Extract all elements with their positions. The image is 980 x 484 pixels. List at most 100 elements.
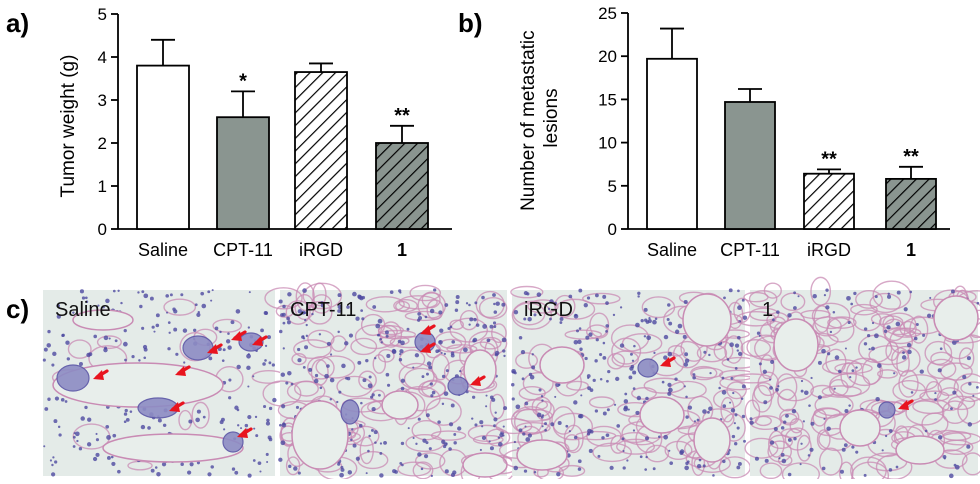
nucleus-dot: [850, 302, 854, 306]
bar-irgd: [803, 172, 855, 230]
nucleus-dot: [438, 339, 443, 345]
nucleus-dot: [384, 330, 389, 335]
tissue-strand: [641, 296, 676, 319]
nucleus-dot: [602, 355, 607, 360]
nucleus-dot: [863, 473, 867, 477]
nucleus-dot: [809, 447, 814, 452]
nucleus-dot: [742, 315, 748, 320]
nucleus-dot: [853, 291, 857, 296]
nucleus-dot: [943, 457, 946, 460]
nucleus-dot: [272, 397, 277, 403]
nucleus-dot: [773, 427, 778, 432]
tissue-strand: [358, 370, 377, 390]
nucleus-dot: [52, 456, 55, 459]
nucleus-dot: [371, 393, 375, 397]
nucleus-dot: [194, 303, 198, 307]
nucleus-dot: [481, 435, 487, 441]
nucleus-dot: [430, 474, 433, 478]
nucleus-dot: [938, 435, 943, 440]
nucleus-dot: [259, 470, 262, 473]
nucleus-dot: [644, 436, 650, 441]
tissue-strand: [588, 396, 615, 409]
nucleus-dot: [141, 326, 145, 330]
nucleus-dot: [648, 317, 651, 320]
nucleus-dot: [803, 390, 809, 396]
tissue-strand: [855, 290, 883, 309]
tissue-strand: [611, 337, 642, 365]
nucleus-dot: [606, 408, 610, 412]
nucleus-dot: [303, 311, 307, 315]
nucleus-dot: [913, 336, 918, 341]
nucleus-dot: [966, 356, 971, 361]
nucleus-dot: [737, 461, 742, 466]
nucleus-dot: [764, 458, 769, 463]
airspace: [539, 346, 585, 384]
nucleus-dot: [513, 440, 517, 444]
tissue-strand: [191, 401, 210, 429]
tissue-strand: [889, 329, 914, 354]
nucleus-dot: [702, 464, 706, 468]
y-tick-label: 0: [98, 220, 107, 239]
nucleus-dot: [553, 301, 557, 305]
nucleus-dot: [228, 378, 232, 382]
nucleus-dot: [493, 310, 498, 314]
nucleus-dot: [652, 467, 656, 471]
airspace: [773, 318, 819, 372]
nucleus-dot: [712, 474, 715, 477]
nucleus-dot: [374, 356, 377, 360]
nucleus-dot: [444, 303, 449, 307]
nucleus-dot: [429, 308, 435, 314]
nucleus-dot: [468, 323, 471, 326]
nucleus-dot: [448, 447, 452, 451]
nucleus-dot: [415, 442, 418, 446]
nucleus-dot: [143, 356, 147, 360]
nucleus-dot: [527, 316, 532, 322]
nucleus-dot: [583, 303, 588, 308]
nucleus-dot: [968, 382, 972, 386]
lesion-arrow-icon: [420, 342, 436, 353]
tissue-strand: [726, 381, 747, 400]
nucleus-dot: [400, 378, 405, 383]
nucleus-dot: [240, 427, 243, 430]
nucleus-dot: [893, 372, 896, 375]
nucleus-dot: [635, 410, 640, 415]
nucleus-dot: [386, 353, 391, 358]
nucleus-dot: [337, 309, 342, 313]
nucleus-dot: [640, 318, 644, 323]
nucleus-dot: [544, 428, 547, 432]
tissue-strand: [359, 436, 374, 465]
nucleus-dot: [297, 347, 301, 352]
nucleus-dot: [523, 291, 528, 296]
tissue-strand: [821, 359, 863, 375]
nucleus-dot: [208, 356, 213, 361]
nucleus-dot: [674, 377, 678, 381]
nucleus-dot: [438, 310, 443, 315]
tissue-strand: [515, 352, 538, 369]
tissue-strand: [472, 434, 504, 445]
nucleus-dot: [602, 294, 607, 299]
nucleus-dot: [663, 355, 668, 360]
nucleus-dot: [492, 293, 496, 297]
nucleus-dot: [513, 465, 519, 471]
nucleus-dot: [56, 303, 60, 308]
tissue-strand: [821, 385, 862, 398]
nucleus-dot: [503, 354, 506, 358]
nucleus-dot: [138, 359, 141, 362]
tissue-strand: [478, 296, 508, 320]
nucleus-dot: [155, 323, 160, 328]
nucleus-dot: [573, 339, 579, 345]
nucleus-dot: [453, 441, 457, 445]
nucleus-dot: [355, 316, 360, 321]
nucleus-dot: [459, 369, 462, 373]
tissue-strand: [781, 462, 821, 484]
nucleus-dot: [72, 311, 75, 314]
nucleus-dot: [637, 295, 640, 298]
nucleus-dot: [228, 396, 232, 400]
nucleus-dot: [817, 395, 822, 400]
lesion-arrow-icon: [470, 375, 486, 386]
nucleus-dot: [934, 398, 937, 401]
nucleus-dot: [871, 346, 875, 351]
nucleus-dot: [800, 442, 803, 445]
nucleus-dot: [374, 441, 377, 444]
nucleus-dot: [536, 292, 542, 297]
